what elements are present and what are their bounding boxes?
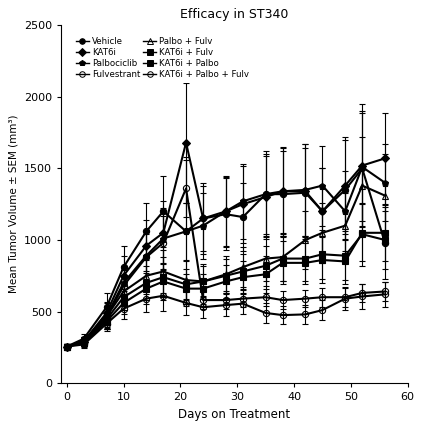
Legend: Vehicle, KAT6i, Palbociclib, Fulvestrant, Palbo + Fulv, KAT6i + Fulv, KAT6i + Pa: Vehicle, KAT6i, Palbociclib, Fulvestrant… (72, 33, 253, 82)
Y-axis label: Mean Tumor Volume ± SEM (mm³): Mean Tumor Volume ± SEM (mm³) (8, 115, 18, 293)
X-axis label: Days on Treatment: Days on Treatment (178, 408, 291, 421)
Title: Efficacy in ST340: Efficacy in ST340 (180, 8, 288, 21)
